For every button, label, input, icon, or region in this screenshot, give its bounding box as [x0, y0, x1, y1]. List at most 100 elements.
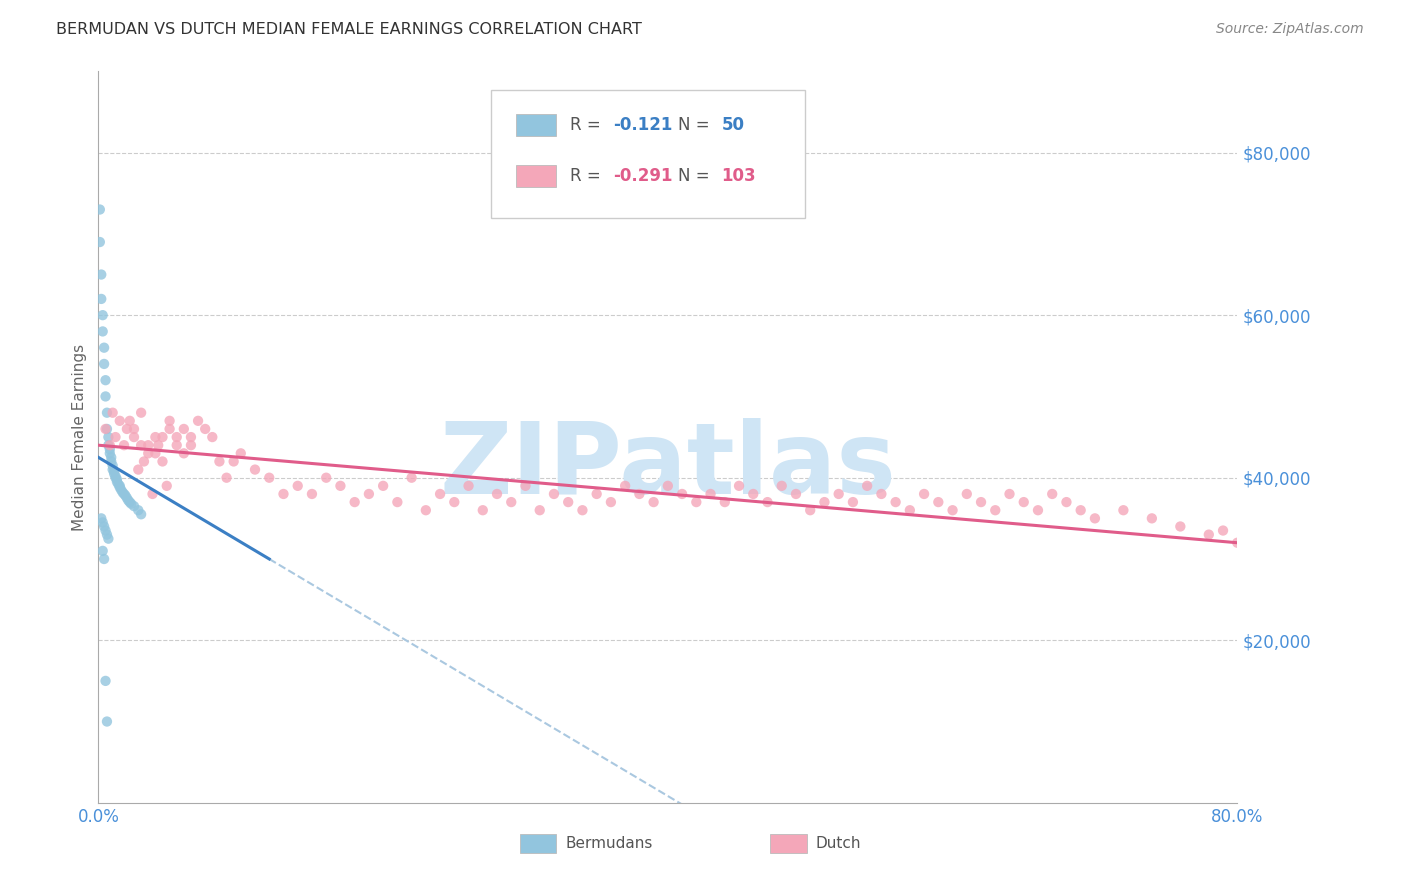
- Point: [96, 406, 118, 420]
- Point: [136, 438, 159, 452]
- Point: [628, 487, 651, 501]
- Point: [112, 438, 135, 452]
- Point: [927, 495, 949, 509]
- Point: [799, 503, 821, 517]
- Point: [998, 487, 1021, 501]
- Point: [129, 406, 152, 420]
- Point: [842, 495, 865, 509]
- Point: [120, 497, 142, 511]
- Point: [1198, 527, 1220, 541]
- Point: [115, 422, 138, 436]
- Point: [194, 422, 217, 436]
- Text: ZIPatlas: ZIPatlas: [440, 417, 896, 515]
- Point: [585, 487, 607, 501]
- Point: [90, 268, 112, 282]
- Point: [1212, 524, 1234, 538]
- Point: [104, 471, 127, 485]
- Point: [173, 446, 195, 460]
- Point: [94, 389, 117, 403]
- Point: [145, 430, 167, 444]
- Point: [443, 495, 465, 509]
- Point: [942, 503, 965, 517]
- Point: [984, 503, 1007, 517]
- Point: [229, 446, 252, 460]
- Point: [118, 495, 141, 509]
- Point: [103, 464, 125, 478]
- Point: [156, 479, 179, 493]
- Text: Dutch: Dutch: [815, 836, 862, 851]
- Point: [471, 503, 494, 517]
- Bar: [520, 833, 557, 853]
- Point: [91, 325, 114, 339]
- Point: [1084, 511, 1107, 525]
- Point: [104, 430, 127, 444]
- Point: [1012, 495, 1035, 509]
- Point: [501, 495, 523, 509]
- Point: [101, 458, 124, 473]
- Point: [373, 479, 395, 493]
- Point: [122, 430, 145, 444]
- Point: [180, 430, 202, 444]
- FancyBboxPatch shape: [491, 90, 804, 218]
- Point: [329, 479, 352, 493]
- Point: [112, 487, 135, 501]
- Point: [1040, 487, 1063, 501]
- Point: [93, 357, 115, 371]
- Point: [166, 430, 188, 444]
- Point: [93, 552, 115, 566]
- Point: [118, 414, 141, 428]
- Text: R =: R =: [569, 167, 606, 185]
- Point: [343, 495, 366, 509]
- Point: [770, 479, 793, 493]
- Point: [785, 487, 807, 501]
- Point: [215, 471, 238, 485]
- Point: [97, 438, 120, 452]
- Point: [614, 479, 637, 493]
- Point: [107, 477, 129, 491]
- Point: [100, 450, 122, 465]
- Point: [287, 479, 309, 493]
- Point: [94, 673, 117, 688]
- Text: -0.291: -0.291: [613, 167, 672, 185]
- Point: [173, 422, 195, 436]
- Point: [117, 493, 139, 508]
- Point: [387, 495, 409, 509]
- Point: [187, 414, 209, 428]
- Point: [180, 438, 202, 452]
- Point: [970, 495, 993, 509]
- Point: [486, 487, 509, 501]
- Point: [714, 495, 737, 509]
- Point: [1056, 495, 1078, 509]
- Point: [115, 491, 138, 505]
- Point: [98, 438, 121, 452]
- Point: [912, 487, 935, 501]
- Point: [1226, 535, 1249, 549]
- Point: [90, 292, 112, 306]
- Point: [96, 422, 118, 436]
- Point: [543, 487, 565, 501]
- Point: [94, 422, 117, 436]
- Point: [136, 446, 159, 460]
- Point: [98, 446, 121, 460]
- Point: [94, 373, 117, 387]
- Point: [742, 487, 765, 501]
- Point: [96, 714, 118, 729]
- Point: [127, 462, 149, 476]
- Point: [671, 487, 693, 501]
- Point: [108, 479, 131, 493]
- Point: [515, 479, 537, 493]
- Point: [315, 471, 337, 485]
- Point: [132, 454, 155, 468]
- Point: [884, 495, 907, 509]
- Text: Bermudans: Bermudans: [565, 836, 652, 851]
- Bar: [770, 833, 807, 853]
- Point: [813, 495, 835, 509]
- Text: 103: 103: [721, 167, 756, 185]
- Text: 50: 50: [721, 116, 744, 134]
- Point: [600, 495, 623, 509]
- Point: [129, 508, 152, 522]
- Point: [429, 487, 451, 501]
- Point: [101, 462, 124, 476]
- Point: [756, 495, 779, 509]
- Point: [415, 503, 437, 517]
